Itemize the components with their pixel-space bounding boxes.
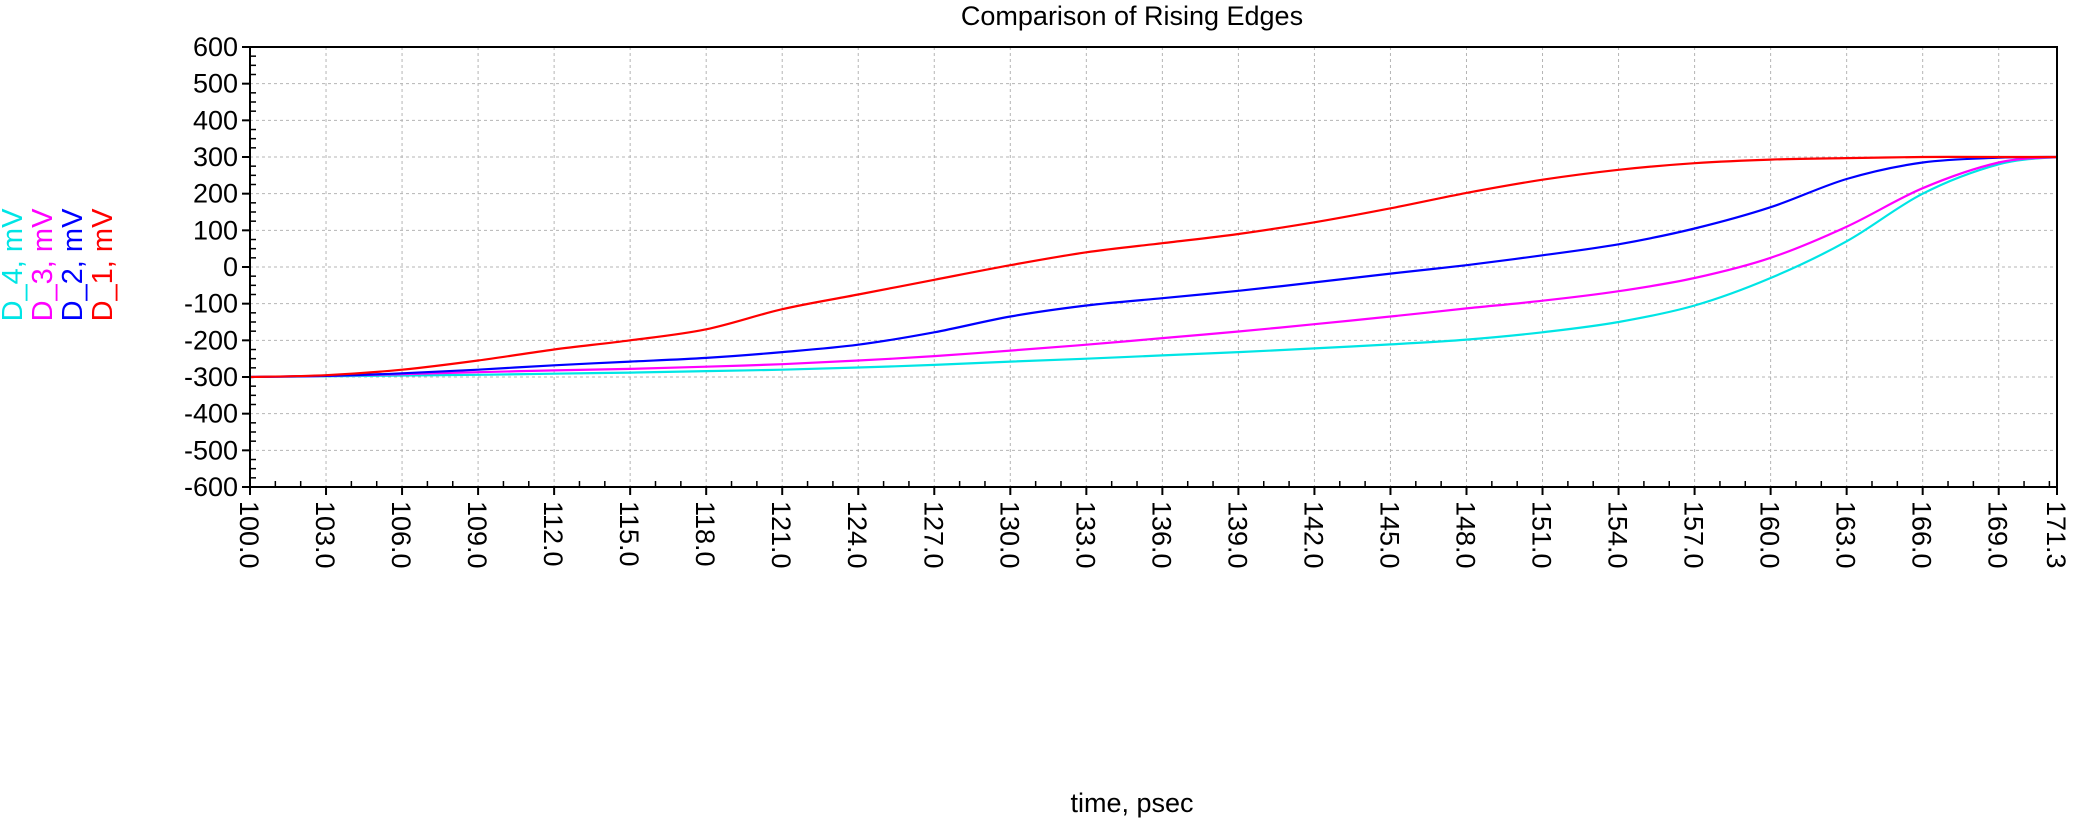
y-tick-label: -200 (184, 325, 238, 355)
y-tick-label: -500 (184, 435, 238, 465)
x-tick-label: 166.0 (1907, 501, 1937, 569)
y-tick-label: 200 (193, 179, 238, 209)
y-tick-label: 500 (193, 69, 238, 99)
series-line-d-3 (249, 155, 2058, 379)
x-tick-label: 127.0 (918, 501, 948, 569)
x-tick-label: 139.0 (1222, 501, 1252, 569)
x-tick-label: 118.0 (690, 501, 720, 567)
y-tick-label: 300 (193, 142, 238, 172)
legend-entry-d-3: D_3, mV (27, 208, 59, 321)
x-tick-label: 157.0 (1679, 501, 1709, 569)
legend-entry-d-2: D_2, mV (57, 208, 89, 321)
series-lines (249, 155, 2058, 379)
series-line-d-2 (249, 155, 2058, 379)
legend: D_4, mVD_3, mVD_2, mVD_1, mV (0, 208, 119, 321)
x-tick-label: 130.0 (994, 501, 1024, 569)
y-tick-label: 400 (193, 105, 238, 135)
x-tick-label: 151.0 (1527, 501, 1557, 569)
x-tick-label: 106.0 (386, 501, 416, 569)
x-tick-label: 169.0 (1983, 501, 2013, 569)
y-tick-label: -300 (184, 362, 238, 392)
x-tick-label: 112.0 (538, 501, 568, 567)
x-tick-label: 115.0 (614, 501, 644, 567)
x-tick-label: 160.0 (1755, 501, 1785, 569)
plot-frame (249, 46, 2058, 488)
x-axis-tick-labels: 100.0 103.0 106.0 109.0 112.0 115.0 118.0 121.0… (234, 501, 2071, 569)
y-tick-label: -100 (184, 289, 238, 319)
x-tick-label: 121.0 (766, 501, 796, 569)
legend-entry-d-1: D_1, mV (87, 208, 119, 321)
minor-ticks (250, 55, 2051, 487)
x-tick-label: 124.0 (842, 501, 872, 569)
x-tick-label: 148.0 (1450, 501, 1480, 569)
x-tick-label: 133.0 (1070, 501, 1100, 569)
x-tick-label: 163.0 (1831, 501, 1861, 569)
x-tick-label: 136.0 (1146, 501, 1176, 569)
x-tick-label: 154.0 (1603, 501, 1633, 569)
x-tick-label: 142.0 (1298, 501, 1328, 569)
x-axis-label: time, psec (1070, 788, 1193, 818)
legend-entry-d-4: D_4, mV (0, 208, 29, 321)
x-tick-label: 171.3 (2041, 501, 2071, 569)
series-line-d-1 (249, 155, 2057, 379)
y-tick-label: 600 (193, 32, 238, 62)
y-tick-label: 100 (193, 215, 238, 245)
x-tick-label: 100.0 (234, 501, 264, 569)
x-tick-label: 103.0 (310, 501, 340, 569)
y-tick-label: 0 (223, 252, 238, 282)
x-tick-label: 109.0 (462, 501, 492, 569)
y-tick-label: -600 (184, 472, 238, 502)
y-axis-tick-labels: 600 500 400 300 200 100 0 -100 -200 -300 -400 -500 -… (184, 32, 238, 502)
series-line-d-4 (249, 155, 2058, 379)
chart-title: Comparison of Rising Edges (961, 1, 1303, 31)
x-tick-label: 145.0 (1374, 501, 1404, 569)
y-tick-label: -400 (184, 399, 238, 429)
